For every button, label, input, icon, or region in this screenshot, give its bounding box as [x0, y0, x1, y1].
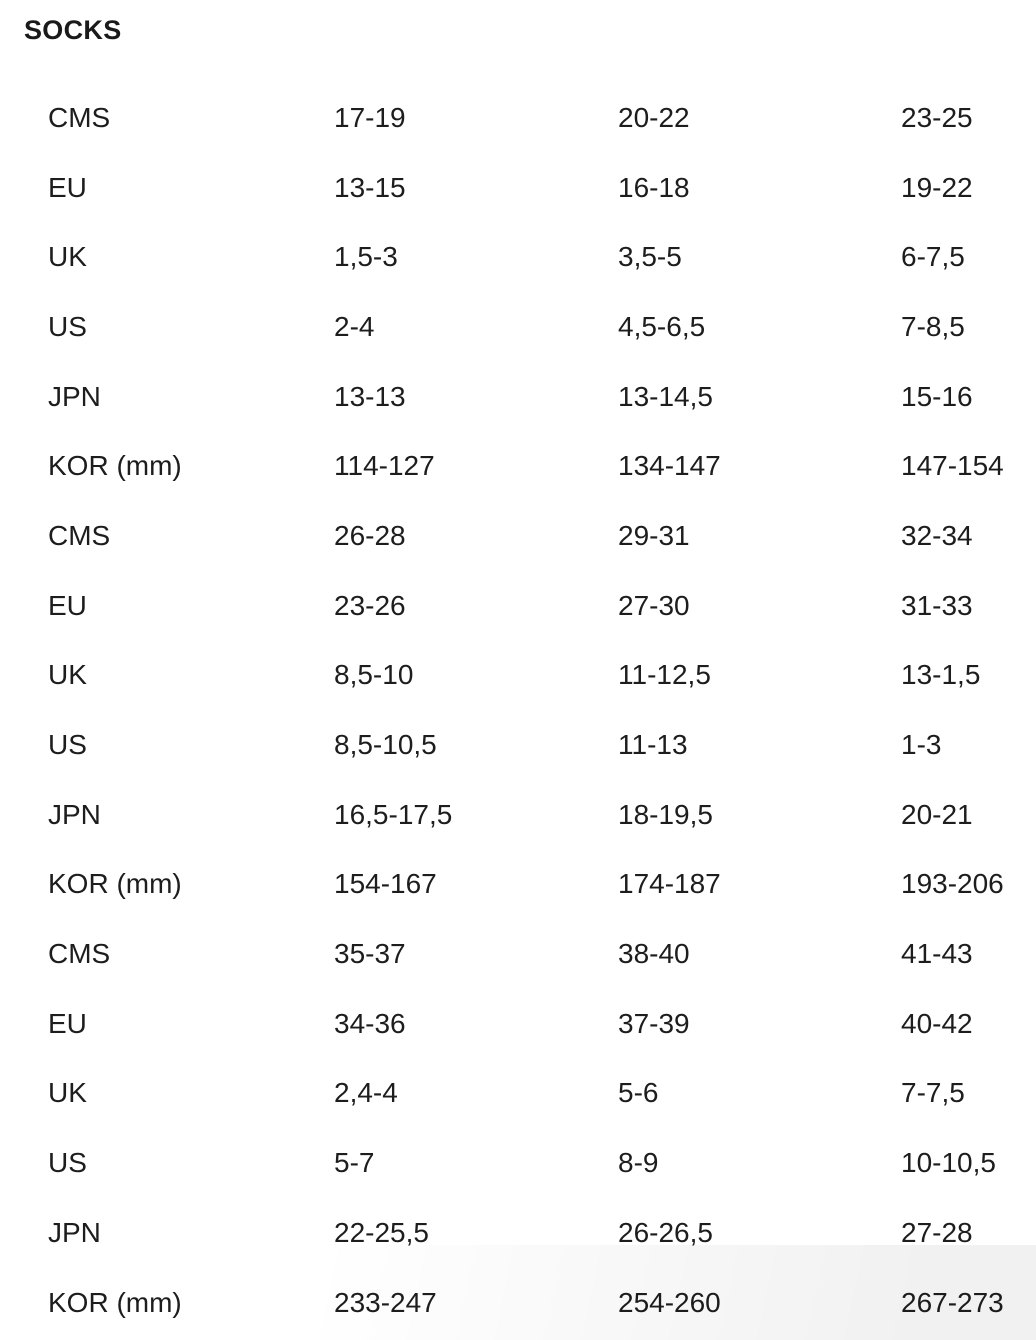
row-label: US: [48, 310, 87, 342]
row-label: CMS: [48, 519, 111, 551]
cell-value: 193-206: [901, 868, 1004, 900]
table-row: JPN 16,5-17,5 18-19,5 20-21: [0, 780, 1036, 850]
cell-value: 37-39: [618, 1007, 690, 1039]
cell-value: 31-33: [901, 589, 973, 621]
cell-value: 114-127: [334, 450, 435, 482]
table-row: CMS 35-37 38-40 41-43: [0, 919, 1036, 989]
row-label: US: [48, 1147, 87, 1179]
row-label: UK: [48, 1077, 87, 1109]
cell-value: 10-10,5: [901, 1147, 996, 1179]
row-label: UK: [48, 659, 87, 691]
table-row: CMS 17-19 20-22 23-25: [0, 83, 1036, 153]
cell-value: 267-273: [901, 1286, 1004, 1318]
cell-value: 20-21: [901, 798, 973, 830]
table-row: UK 8,5-10 11-12,5 13-1,5: [0, 641, 1036, 711]
row-label: CMS: [48, 938, 111, 970]
cell-value: 20-22: [618, 101, 690, 133]
cell-value: 3,5-5: [618, 241, 682, 273]
cell-value: 19-22: [901, 171, 973, 203]
cell-value: 2-4: [334, 310, 375, 342]
row-label: EU: [48, 589, 87, 621]
table-row: CMS 26-28 29-31 32-34: [0, 501, 1036, 571]
row-label: JPN: [48, 1216, 101, 1248]
size-table: CMS 17-19 20-22 23-25 EU 13-15 16-18 19-22 UK 1,5…: [0, 83, 1036, 1337]
cell-value: 35-37: [334, 938, 406, 970]
cell-value: 27-28: [901, 1216, 973, 1248]
cell-value: 26-26,5: [618, 1216, 713, 1248]
cell-value: 8-9: [618, 1147, 659, 1179]
cell-value: 5-7: [334, 1147, 375, 1179]
table-row: US 5-7 8-9 10-10,5: [0, 1128, 1036, 1198]
table-row: EU 34-36 37-39 40-42: [0, 989, 1036, 1059]
table-row: KOR (mm) 233-247 254-260 267-273: [0, 1268, 1036, 1338]
row-label: CMS: [48, 101, 111, 133]
cell-value: 26-28: [334, 519, 406, 551]
table-row: KOR (mm) 154-167 174-187 193-206: [0, 850, 1036, 920]
cell-value: 13-1,5: [901, 659, 981, 691]
cell-value: 40-42: [901, 1007, 973, 1039]
cell-value: 233-247: [334, 1286, 437, 1318]
cell-value: 154-167: [334, 868, 437, 900]
cell-value: 5-6: [618, 1077, 659, 1109]
row-label: EU: [48, 171, 87, 203]
cell-value: 254-260: [618, 1286, 721, 1318]
cell-value: 8,5-10: [334, 659, 414, 691]
row-label: JPN: [48, 798, 101, 830]
cell-value: 11-12,5: [618, 659, 711, 691]
table-row: UK 1,5-3 3,5-5 6-7,5: [0, 222, 1036, 292]
cell-value: 17-19: [334, 101, 406, 133]
cell-value: 134-147: [618, 450, 721, 482]
row-label: UK: [48, 241, 87, 273]
cell-value: 16,5-17,5: [334, 798, 453, 830]
cell-value: 147-154: [901, 450, 1004, 482]
cell-value: 4,5-6,5: [618, 310, 706, 342]
cell-value: 29-31: [618, 519, 690, 551]
row-label: EU: [48, 1007, 87, 1039]
cell-value: 32-34: [901, 519, 973, 551]
cell-value: 1,5-3: [334, 241, 398, 273]
cell-value: 16-18: [618, 171, 690, 203]
cell-value: 34-36: [334, 1007, 406, 1039]
row-label: KOR (mm): [48, 868, 182, 900]
cell-value: 11-13: [618, 729, 688, 761]
page-title: SOCKS: [24, 15, 122, 45]
cell-value: 174-187: [618, 868, 721, 900]
cell-value: 2,4-4: [334, 1077, 398, 1109]
table-row: EU 13-15 16-18 19-22: [0, 153, 1036, 223]
cell-value: 41-43: [901, 938, 973, 970]
cell-value: 23-25: [901, 101, 973, 133]
row-label: KOR (mm): [48, 450, 182, 482]
table-row: KOR (mm) 114-127 134-147 147-154: [0, 431, 1036, 501]
table-row: US 2-4 4,5-6,5 7-8,5: [0, 292, 1036, 362]
cell-value: 27-30: [618, 589, 690, 621]
cell-value: 7-8,5: [901, 310, 965, 342]
cell-value: 15-16: [901, 380, 973, 412]
row-label: KOR (mm): [48, 1286, 182, 1318]
table-row: JPN 22-25,5 26-26,5 27-28: [0, 1198, 1036, 1268]
cell-value: 18-19,5: [618, 798, 713, 830]
cell-value: 13-14,5: [618, 380, 713, 412]
cell-value: 23-26: [334, 589, 406, 621]
table-row: US 8,5-10,5 11-13 1-3: [0, 710, 1036, 780]
cell-value: 13-15: [334, 171, 406, 203]
row-label: JPN: [48, 380, 101, 412]
cell-value: 1-3: [901, 729, 942, 761]
cell-value: 38-40: [618, 938, 690, 970]
row-label: US: [48, 729, 87, 761]
cell-value: 6-7,5: [901, 241, 965, 273]
cell-value: 22-25,5: [334, 1216, 429, 1248]
table-row: UK 2,4-4 5-6 7-7,5: [0, 1059, 1036, 1129]
table-row: EU 23-26 27-30 31-33: [0, 571, 1036, 641]
cell-value: 7-7,5: [901, 1077, 965, 1109]
table-row: JPN 13-13 13-14,5 15-16: [0, 362, 1036, 432]
cell-value: 8,5-10,5: [334, 729, 437, 761]
cell-value: 13-13: [334, 380, 406, 412]
